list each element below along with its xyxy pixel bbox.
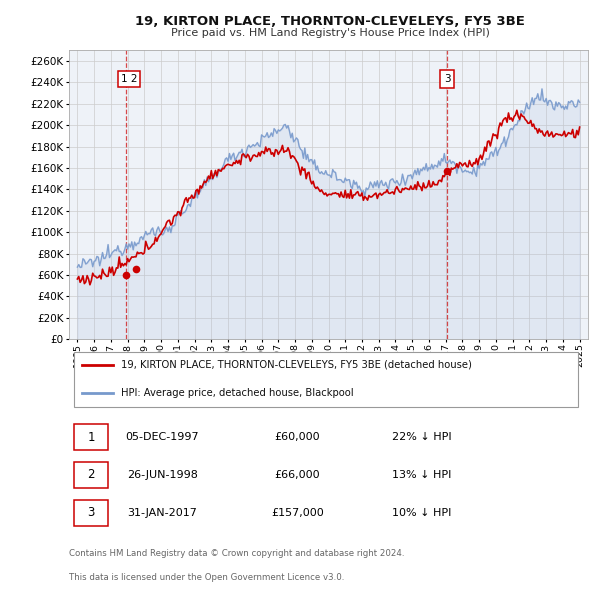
Text: 1: 1 (88, 431, 95, 444)
Text: £60,000: £60,000 (275, 432, 320, 442)
Text: 3: 3 (444, 74, 451, 84)
Text: 19, KIRTON PLACE, THORNTON-CLEVELEYS, FY5 3BE: 19, KIRTON PLACE, THORNTON-CLEVELEYS, FY… (135, 15, 525, 28)
Text: £66,000: £66,000 (275, 470, 320, 480)
Text: This data is licensed under the Open Government Licence v3.0.: This data is licensed under the Open Gov… (69, 573, 344, 582)
Text: £157,000: £157,000 (271, 508, 324, 517)
FancyBboxPatch shape (74, 424, 108, 450)
Text: 22% ↓ HPI: 22% ↓ HPI (392, 432, 452, 442)
FancyBboxPatch shape (74, 352, 578, 407)
Text: Price paid vs. HM Land Registry's House Price Index (HPI): Price paid vs. HM Land Registry's House … (170, 28, 490, 38)
FancyBboxPatch shape (74, 500, 108, 526)
FancyBboxPatch shape (74, 462, 108, 488)
Text: 3: 3 (88, 506, 95, 519)
Text: 19, KIRTON PLACE, THORNTON-CLEVELEYS, FY5 3BE (detached house): 19, KIRTON PLACE, THORNTON-CLEVELEYS, FY… (121, 360, 472, 370)
Text: 1 2: 1 2 (121, 74, 137, 84)
Text: 31-JAN-2017: 31-JAN-2017 (127, 508, 197, 517)
Text: 2: 2 (88, 468, 95, 481)
Text: 10% ↓ HPI: 10% ↓ HPI (392, 508, 452, 517)
Text: HPI: Average price, detached house, Blackpool: HPI: Average price, detached house, Blac… (121, 388, 353, 398)
Text: 05-DEC-1997: 05-DEC-1997 (125, 432, 199, 442)
Text: 26-JUN-1998: 26-JUN-1998 (127, 470, 198, 480)
Text: Contains HM Land Registry data © Crown copyright and database right 2024.: Contains HM Land Registry data © Crown c… (69, 549, 404, 558)
Text: 13% ↓ HPI: 13% ↓ HPI (392, 470, 452, 480)
